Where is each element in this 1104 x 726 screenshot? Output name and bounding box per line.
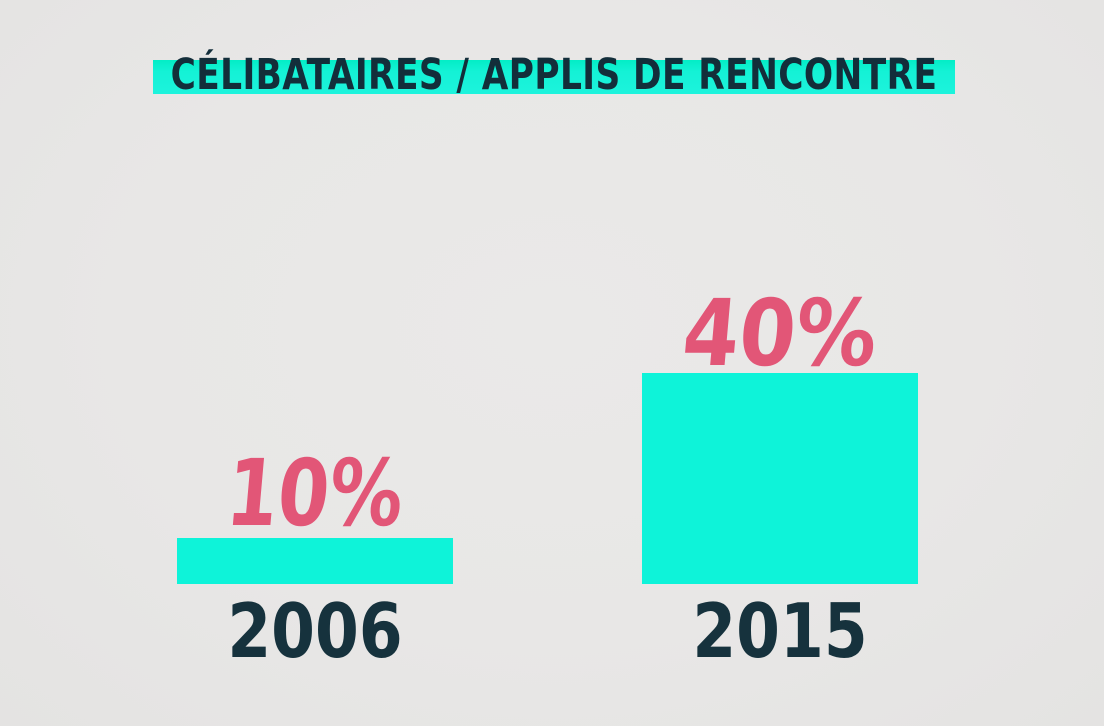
bar-2006	[177, 538, 453, 584]
value-label-2015: 40%	[678, 280, 882, 387]
value-label-2006: 10%	[222, 440, 408, 547]
chart-title: CÉLIBATAIRES / APPLIS DE RENCONTRE	[170, 50, 938, 100]
category-label-2015: 2015	[692, 587, 868, 675]
category-label-2006: 2006	[227, 587, 403, 675]
bar-2015	[642, 373, 918, 584]
title-highlight-band: CÉLIBATAIRES / APPLIS DE RENCONTRE	[153, 54, 955, 97]
